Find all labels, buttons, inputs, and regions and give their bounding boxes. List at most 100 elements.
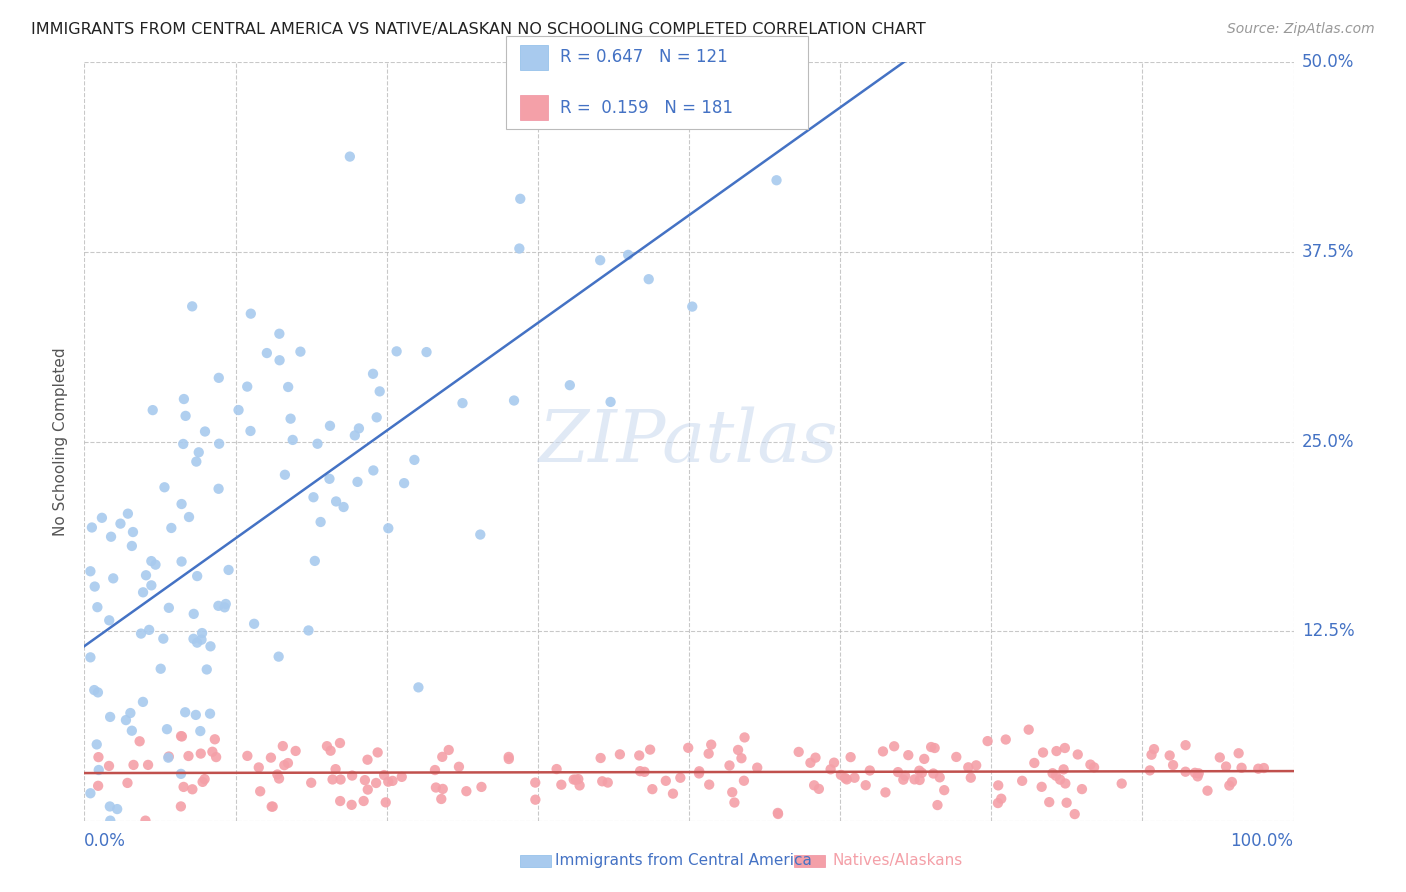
Point [170, 555, 193, 569]
Point [1032, 746, 1054, 760]
Point [363, 463, 385, 477]
Point [170, 497, 193, 511]
Point [157, 600, 180, 615]
Point [470, 780, 492, 794]
Point [115, 713, 138, 727]
Point [98, 814, 121, 828]
Point [274, 467, 297, 482]
Point [332, 500, 354, 514]
Point [1143, 742, 1166, 756]
Point [87, 763, 110, 777]
Point [922, 766, 945, 780]
Point [875, 785, 897, 799]
Y-axis label: No Schooling Completed: No Schooling Completed [53, 347, 69, 536]
Point [1139, 764, 1161, 778]
Point [589, 253, 612, 268]
Point [347, 421, 370, 435]
Point [567, 772, 589, 786]
Point [346, 475, 368, 489]
Point [177, 749, 200, 764]
Point [787, 745, 810, 759]
Point [609, 747, 631, 762]
Point [834, 771, 856, 785]
Point [987, 778, 1010, 792]
Point [697, 778, 720, 792]
Point [1197, 783, 1219, 797]
Point [820, 762, 842, 776]
Point [239, 307, 262, 321]
Point [1031, 780, 1053, 794]
Point [637, 272, 659, 286]
Point [132, 695, 155, 709]
Point [839, 750, 862, 764]
Point [86, 738, 108, 752]
Point [79, 564, 101, 578]
Point [304, 554, 326, 568]
Point [141, 554, 163, 568]
Point [181, 782, 204, 797]
Point [447, 760, 470, 774]
Point [503, 393, 526, 408]
Point [1045, 744, 1067, 758]
Point [766, 805, 789, 820]
Point [157, 749, 180, 764]
Point [568, 779, 591, 793]
Point [183, 607, 205, 621]
Point [404, 453, 426, 467]
Point [280, 411, 302, 425]
Point [1215, 759, 1237, 773]
Point [170, 729, 193, 743]
Text: 25.0%: 25.0% [1302, 433, 1354, 450]
Point [98, 613, 121, 627]
Point [368, 384, 391, 399]
Point [1159, 748, 1181, 763]
Point [697, 747, 720, 761]
Point [160, 521, 183, 535]
Point [103, 571, 125, 585]
Point [628, 764, 651, 779]
Point [366, 410, 388, 425]
Point [823, 756, 845, 770]
Point [136, 758, 159, 772]
Text: Natives/Alaskans: Natives/Alaskans [832, 854, 963, 868]
Point [156, 722, 179, 736]
Point [524, 775, 547, 789]
Text: Source: ZipAtlas.com: Source: ZipAtlas.com [1227, 22, 1375, 37]
Point [920, 739, 942, 754]
Point [655, 773, 678, 788]
Point [269, 353, 291, 368]
Point [617, 248, 640, 262]
Point [688, 766, 710, 780]
Point [723, 796, 745, 810]
Point [191, 775, 214, 789]
Point [339, 150, 361, 164]
Point [153, 480, 176, 494]
Point [145, 558, 167, 572]
Point [911, 765, 934, 780]
Point [859, 764, 882, 778]
Point [423, 763, 446, 777]
Point [1056, 796, 1078, 810]
Point [470, 527, 492, 541]
Point [415, 345, 437, 359]
Point [924, 741, 946, 756]
Point [299, 776, 322, 790]
Point [195, 663, 218, 677]
Point [138, 623, 160, 637]
Point [509, 192, 531, 206]
Point [87, 685, 110, 699]
Point [186, 454, 208, 468]
Point [1140, 747, 1163, 762]
Point [727, 743, 749, 757]
Point [1053, 741, 1076, 756]
Point [87, 779, 110, 793]
Point [957, 760, 980, 774]
Point [1080, 757, 1102, 772]
Point [297, 624, 319, 638]
Point [173, 392, 195, 406]
Point [170, 767, 193, 781]
Point [128, 734, 150, 748]
Point [546, 762, 568, 776]
Point [361, 367, 384, 381]
Point [86, 600, 108, 615]
